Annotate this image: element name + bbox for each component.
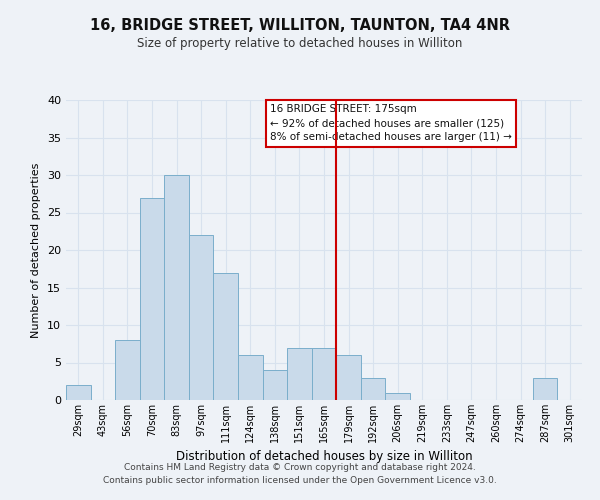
Bar (115, 340, 140, 400)
Bar (140, 198, 164, 400)
Text: Contains HM Land Registry data © Crown copyright and database right 2024.: Contains HM Land Registry data © Crown c… (124, 462, 476, 471)
Text: Size of property relative to detached houses in Williton: Size of property relative to detached ho… (137, 38, 463, 51)
Text: 16, BRIDGE STREET, WILLITON, TAUNTON, TA4 4NR: 16, BRIDGE STREET, WILLITON, TAUNTON, TA… (90, 18, 510, 32)
Bar (361, 378, 385, 400)
Text: Contains public sector information licensed under the Open Government Licence v3: Contains public sector information licen… (103, 476, 497, 485)
Bar (189, 235, 214, 400)
X-axis label: Distribution of detached houses by size in Williton: Distribution of detached houses by size … (176, 450, 472, 464)
Bar (312, 348, 336, 400)
Bar (263, 370, 287, 400)
Bar (214, 272, 238, 400)
Bar (287, 348, 312, 400)
Bar (385, 392, 410, 400)
Bar (164, 175, 189, 400)
Bar (533, 378, 557, 400)
Text: 16 BRIDGE STREET: 175sqm
← 92% of detached houses are smaller (125)
8% of semi-d: 16 BRIDGE STREET: 175sqm ← 92% of detach… (270, 104, 512, 142)
Y-axis label: Number of detached properties: Number of detached properties (31, 162, 41, 338)
Bar (238, 355, 263, 400)
Bar (66, 385, 91, 400)
Bar (336, 355, 361, 400)
